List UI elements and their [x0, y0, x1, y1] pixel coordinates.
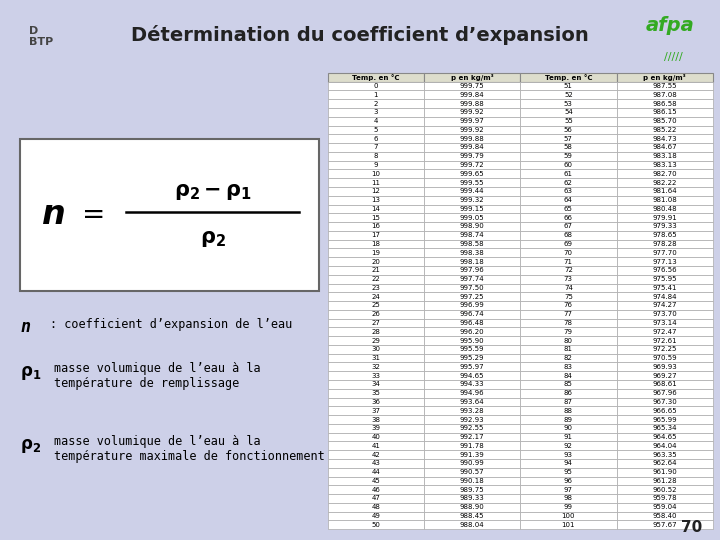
- Text: $\mathbf{\rho_2}$: $\mathbf{\rho_2}$: [199, 229, 225, 249]
- Text: 70: 70: [680, 519, 702, 535]
- FancyBboxPatch shape: [20, 139, 318, 291]
- Text: afpa: afpa: [645, 16, 694, 35]
- Text: /////: /////: [664, 52, 683, 62]
- Text: $\mathbf{\rho_1}$: $\mathbf{\rho_1}$: [20, 364, 42, 382]
- Text: =: =: [81, 201, 105, 229]
- Text: masse volumique de l’eau à la
température maximale de fonctionnement: masse volumique de l’eau à la températur…: [53, 435, 324, 463]
- Text: $\mathbf{\rho_2 - \rho_1}$: $\mathbf{\rho_2 - \rho_1}$: [174, 182, 251, 202]
- Text: : coefficient d’expansion de l’eau: : coefficient d’expansion de l’eau: [50, 318, 292, 331]
- Text: D
BTP: D BTP: [29, 25, 53, 47]
- Text: $\mathbf{\rho_2}$: $\mathbf{\rho_2}$: [20, 437, 42, 455]
- Text: n: n: [42, 198, 66, 231]
- Text: Détermination du coefficient d’expansion: Détermination du coefficient d’expansion: [131, 25, 589, 45]
- Text: masse volumique de l’eau à la
température de remplissage: masse volumique de l’eau à la températur…: [53, 362, 260, 390]
- Text: n: n: [20, 318, 30, 336]
